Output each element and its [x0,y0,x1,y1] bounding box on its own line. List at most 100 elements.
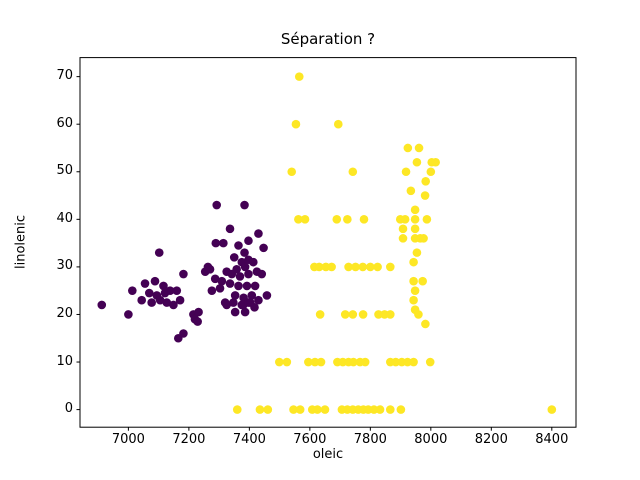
scatter-point-class-yellow [391,357,401,367]
scatter-point-class-yellow [300,215,310,224]
scatter-point-class-purple [250,303,259,312]
scatter-point-class-yellow [386,405,395,414]
y-tick-label: 0 [64,401,73,417]
scatter-point-class-purple [172,286,182,295]
scatter-point-class-purple [234,281,243,291]
scatter-point-class-yellow [360,357,370,367]
chart-title: Séparation ? [280,30,376,48]
scatter-point-class-purple [229,298,238,307]
scatter-point-class-yellow [348,310,358,319]
scatter-point-class-purple [244,269,253,279]
scatter-point-class-purple [144,288,154,298]
y-tick-label: 70 [56,68,73,84]
scatter-point-class-yellow [547,405,557,414]
scatter-point-class-yellow [409,357,418,367]
scatter-point-class-purple [234,241,243,250]
scatter-point-class-purple [179,329,188,338]
scatter-point-class-purple [262,291,272,300]
scatter-point-class-purple [155,295,165,305]
scatter-point-class-purple [229,253,239,262]
scatter-point-class-yellow [401,167,411,177]
scatter-point-class-purple [210,274,220,284]
scatter-point-class-purple [244,236,253,246]
x-tick-label: 7000 [111,432,145,447]
scatter-point-class-yellow [316,357,326,367]
scatter-point-class-purple [240,248,249,257]
scatter-point-class-purple [257,269,267,279]
scatter-point-class-purple [205,264,215,274]
y-tick-label: 60 [56,115,73,131]
scatter-point-class-yellow [412,157,422,167]
scatter-point-class-yellow [313,405,322,414]
scatter-point-class-yellow [386,262,395,272]
x-tick-label: 8000 [414,432,448,447]
scatter-point-class-yellow [418,276,427,286]
scatter-point-class-purple [212,200,222,210]
scatter-point-class-yellow [351,262,360,272]
scatter-point-class-purple [254,229,263,238]
scatter-point-class-yellow [400,215,410,224]
scatter-point-class-yellow [358,262,368,272]
x-tick-label: 8200 [474,432,508,447]
scatter-point-class-purple [240,200,249,210]
scatter-point-class-yellow [419,234,428,243]
scatter-point-class-purple [219,238,228,248]
scatter-point-class-yellow [294,215,303,224]
scatter-point-class-yellow [287,167,297,177]
scatter-point-class-yellow [348,167,358,177]
scatter-point-class-yellow [289,405,298,414]
scatter-point-class-purple [137,295,146,305]
scatter-point-class-yellow [275,357,284,367]
scatter-point-class-yellow [375,405,385,414]
scatter-point-class-yellow [358,310,368,319]
scatter-point-class-yellow [409,295,418,305]
y-tick-label: 20 [56,305,73,321]
scatter-point-class-yellow [344,262,353,272]
scatter-point-class-purple [179,269,188,279]
scatter-point-class-purple [225,279,235,288]
scatter-point-class-purple [225,224,235,234]
scatter-point-class-yellow [410,224,420,234]
scatter-point-class-purple [250,281,260,291]
scatter-point-class-purple [175,295,185,305]
scatter-point-class-yellow [282,357,292,367]
scatter-point-class-purple [165,286,175,295]
scatter-point-class-yellow [349,357,358,367]
scatter-point-class-yellow [320,405,330,414]
x-tick-label: 7400 [232,432,266,447]
scatter-point-class-purple [235,272,245,281]
x-tick-label: 7600 [293,432,327,447]
scatter-point-class-yellow [263,405,273,414]
scatter-point-class-yellow [396,405,406,414]
scatter-point-class-yellow [373,262,382,272]
scatter-point-class-purple [259,243,268,253]
scatter-point-class-yellow [412,248,422,257]
scatter-point-class-yellow [374,310,383,319]
scatter-point-class-purple [193,317,202,326]
scatter-point-class-purple [247,291,257,300]
scatter-point-class-yellow [232,405,242,414]
scatter-point-class-purple [222,300,231,310]
scatter-point-class-yellow [314,262,324,272]
scatter-point-class-yellow [398,224,408,234]
scatter-point-class-yellow [340,310,350,319]
scatter-point-class-purple [154,248,164,257]
scatter-point-class-yellow [332,215,342,224]
scatter-point-class-purple [97,300,107,310]
x-tick-label: 8400 [535,432,569,447]
scatter-point-class-yellow [255,405,265,414]
scatter-point-class-purple [217,276,227,286]
scatter-point-class-yellow [414,143,424,153]
axes-frame [79,57,577,428]
scatter-point-class-yellow [421,319,430,329]
scatter-point-class-yellow [403,357,412,367]
scatter-point-class-yellow [369,405,379,414]
scatter-point-class-purple [230,291,240,300]
scatter-point-class-purple [230,307,240,317]
scatter-point-class-yellow [409,276,418,286]
scatter-point-class-purple [128,286,137,295]
scatter-point-class-purple [232,264,241,274]
scatter-point-class-purple [159,281,168,291]
scatter-point-class-yellow [315,310,325,319]
